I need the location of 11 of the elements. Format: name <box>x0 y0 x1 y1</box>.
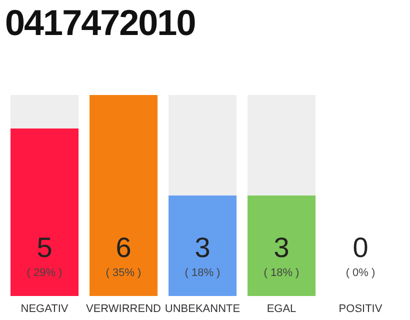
data-label: 5 ( 29% ) <box>26 232 62 279</box>
x-tick-label: EGAL <box>266 302 296 315</box>
x-tick-label: UNBEKANNTE <box>164 302 240 315</box>
x-tick-label: POSITIV <box>338 302 383 315</box>
data-label: 3 ( 18% ) <box>184 232 220 279</box>
x-tick-label: NEGATIV <box>20 302 69 315</box>
data-label: 3 ( 18% ) <box>264 232 300 279</box>
chart-title: 0417472010 <box>5 2 196 44</box>
data-label: 6 ( 35% ) <box>106 232 142 279</box>
data-label: 0 ( 0% ) <box>346 232 376 279</box>
x-tick-label: VERWIRREND <box>86 302 162 315</box>
